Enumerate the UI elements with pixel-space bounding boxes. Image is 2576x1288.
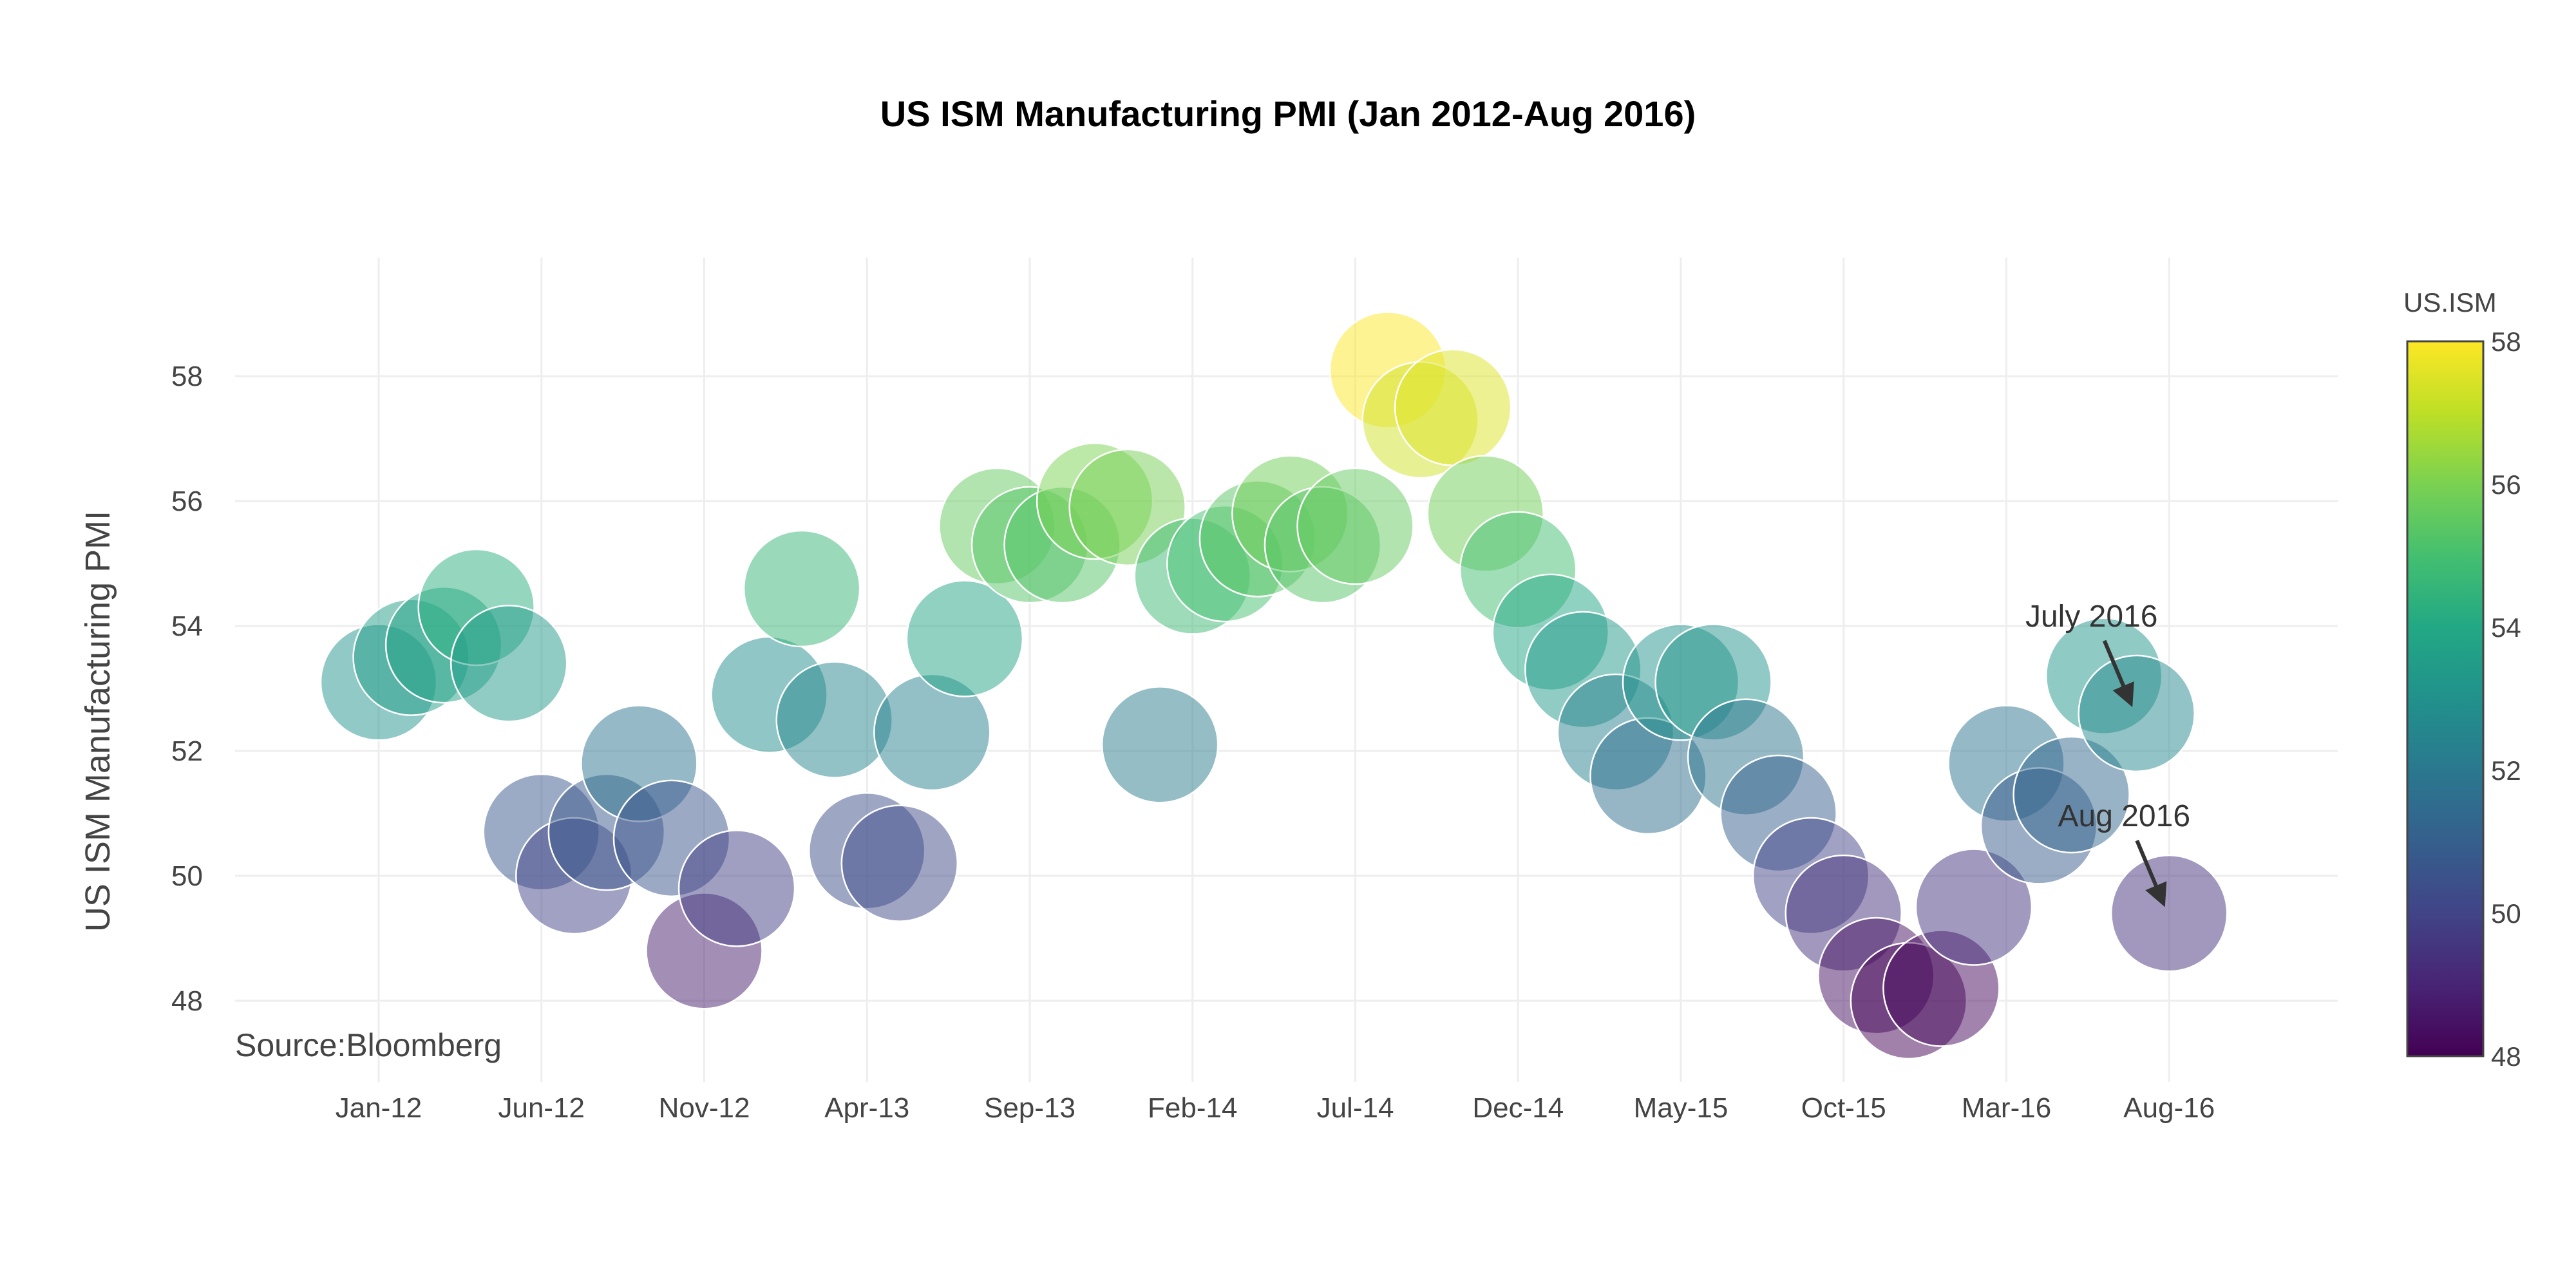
data-point[interactable] [450,605,568,723]
data-point[interactable] [1915,848,2033,966]
data-point[interactable] [1296,467,1414,585]
colorbar-tick-label: 54 [2491,612,2521,643]
colorbar-gradient [2406,340,2485,1057]
x-tick-label: Jul-14 [1317,1092,1394,1124]
data-point[interactable] [677,829,796,947]
y-tick-label: 54 [171,611,203,642]
data-point[interactable] [905,580,1024,697]
x-tick-label: Sep-13 [984,1092,1075,1124]
data-point[interactable] [2078,654,2195,773]
x-tick-label: Jun-12 [498,1092,585,1124]
colorbar-tick-label: 50 [2491,898,2521,929]
x-tick-label: May-15 [1634,1092,1728,1124]
data-point[interactable] [2110,854,2228,972]
y-tick-label: 48 [171,985,203,1017]
data-point[interactable] [1394,348,1512,466]
colorbar-tick-label: 58 [2491,327,2521,357]
colorbar-title: US.ISM [2403,287,2497,317]
data-point[interactable] [2012,735,2130,854]
y-tick-label: 52 [171,735,203,767]
annotation-label: Aug 2016 [2058,799,2190,833]
y-axis-ticks: 48 50 52 54 56 58 [171,361,203,1017]
y-tick-label: 50 [171,860,203,892]
annotation: July 2016 [2025,600,2157,708]
x-tick-label: Nov-12 [659,1092,750,1124]
data-point[interactable] [743,529,861,648]
data-point[interactable] [840,804,959,922]
y-tick-label: 56 [171,486,203,517]
x-tick-label: Apr-13 [824,1092,909,1124]
x-tick-label: Feb-14 [1148,1092,1237,1124]
annotation-label: July 2016 [2025,600,2157,634]
data-point[interactable] [1101,686,1219,804]
colorbar-tick-label: 52 [2491,755,2521,786]
x-tick-label: Dec-14 [1472,1092,1564,1124]
annotation-arrow [2135,840,2167,907]
colorbar-tick-label: 56 [2491,469,2521,500]
colorbar: US.ISM 48 50 52 54 56 58 [2403,287,2521,1072]
colorbar-tick-label: 48 [2491,1041,2521,1072]
source-note: Source:Bloomberg [235,1027,502,1063]
x-tick-label: Aug-16 [2123,1092,2215,1124]
annotations: July 2016 Aug 2016 [2025,600,2190,907]
x-tick-label: Mar-16 [1962,1092,2051,1124]
x-axis-ticks: Jan-12 Jun-12 Nov-12 Apr-13 Sep-13 Feb-14 Jul-… [336,1092,2215,1124]
x-tick-label: Jan-12 [336,1092,422,1124]
y-tick-label: 58 [171,361,203,392]
x-tick-label: Oct-15 [1801,1092,1886,1124]
chart-title: US ISM Manufacturing PMI (Jan 2012-Aug 2… [880,93,1696,134]
y-axis-title: US ISM Manufacturing PMI [79,511,117,932]
colorbar-ticks: 48 50 52 54 56 58 [2491,327,2521,1072]
bubble-layer [319,311,2228,1060]
annotation: Aug 2016 [2058,799,2190,907]
annotation-arrow [2102,639,2134,708]
